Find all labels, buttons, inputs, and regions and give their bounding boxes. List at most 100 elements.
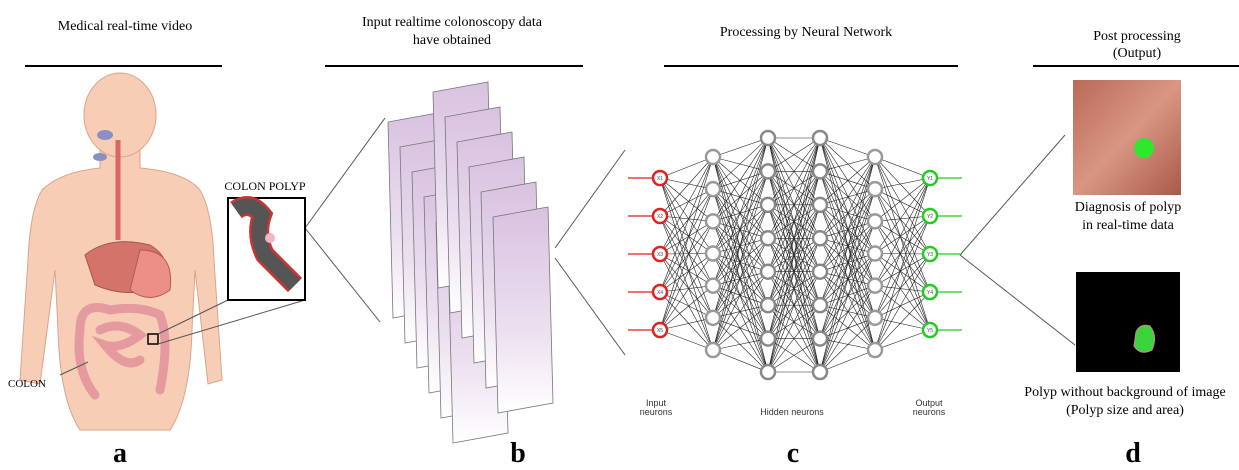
connection [820,138,875,254]
caption: Polyp without background of image [1024,385,1225,400]
neuron [868,279,882,293]
neuron [761,164,775,178]
neuron [813,265,827,279]
connection [875,216,930,350]
neuron [813,365,827,379]
neuron-label: X3 [657,252,663,258]
neuron [813,198,827,212]
caption: in real-time data [1082,218,1175,233]
body [20,73,222,430]
connection [820,189,875,205]
caption: neurons [640,407,673,417]
connection [875,189,930,216]
connection [875,292,930,350]
connection [713,238,768,350]
connection [713,138,768,157]
neuron [813,298,827,312]
colon-label: COLON [8,378,46,390]
connection [820,350,875,372]
connection [713,138,768,189]
connection [713,350,768,372]
panel-title: (Output) [1113,46,1162,61]
neuron [813,164,827,178]
panel-letter: c [787,438,799,469]
polyp-mask [1134,325,1155,352]
neuron [706,343,720,357]
connection [820,138,875,189]
neuron [706,150,720,164]
polyp-label: COLON POLYP [224,179,305,193]
connection [660,157,713,254]
neuron-label: X1 [657,176,663,182]
connection [820,205,875,221]
neuron [706,182,720,196]
neuron [761,131,775,145]
connection [660,330,713,350]
caption: Hidden neurons [760,407,824,417]
neuron-label: X4 [657,290,663,296]
neuron-label: Y5 [927,328,933,334]
neuron [706,279,720,293]
connection [875,157,930,292]
connection [713,189,768,305]
connection [820,138,875,157]
frames [388,82,553,443]
connection [875,178,930,254]
connection [660,157,713,178]
neuron [868,214,882,228]
connection [660,292,713,350]
neuron [868,343,882,357]
connection [820,254,875,373]
connection [875,157,930,216]
panel-letter: d [1125,438,1141,469]
connection [713,189,768,205]
neuron [706,247,720,261]
neuron [813,332,827,346]
neuron [868,311,882,325]
caption: (Polyp size and area) [1066,403,1184,418]
neuron-label: Y4 [927,290,933,296]
connection [713,189,768,272]
connection [820,238,875,318]
connection [875,157,930,178]
connection [875,286,930,292]
neuron-label: X5 [657,328,663,334]
neuron [868,150,882,164]
connection [660,157,713,216]
connection [713,205,768,221]
connection [875,216,930,221]
panel-letter: a [113,438,127,469]
polyp-detection [1134,138,1154,158]
neuron [706,311,720,325]
neuron [761,265,775,279]
panel-title: Medical real-time video [58,19,193,34]
neuron [868,247,882,261]
connection [713,254,768,373]
network: X1X2X3X4X5Y1Y2Y3Y4Y5 [628,131,962,379]
neuron [868,182,882,196]
neuron [761,332,775,346]
neuron [706,214,720,228]
connection [875,157,930,330]
connection [713,171,768,350]
connection [713,138,768,254]
neuron-label: X2 [657,214,663,220]
neuron-label: Y1 [927,176,933,182]
endoscopy-image [1073,80,1181,195]
connection [713,138,768,318]
panel-title: Input realtime colonoscopy data [362,15,543,30]
connection [660,157,713,330]
figure: Medical real-time video Input realtime c… [0,0,1239,470]
neuron [761,231,775,245]
neuron [813,131,827,145]
neuron [813,231,827,245]
connection [875,157,930,254]
polyp-inset [228,198,305,300]
mask-image [1076,272,1180,372]
panel-title: have obtained [413,33,491,48]
connection [875,330,930,350]
neuron [761,198,775,212]
caption: neurons [913,407,946,417]
neuron-label: Y2 [927,214,933,220]
panel-title: Post processing [1093,29,1181,44]
